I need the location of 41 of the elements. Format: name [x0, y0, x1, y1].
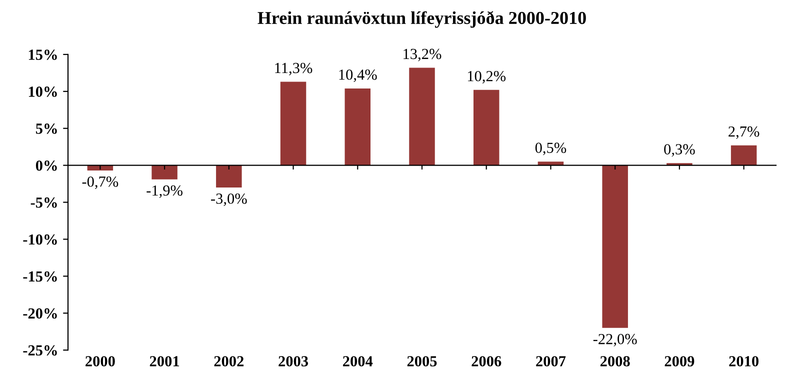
data-label: -22,0%	[593, 334, 637, 346]
data-label: 10,4%	[339, 69, 377, 82]
y-tick-label: -10%	[23, 234, 57, 245]
x-tick-label: 2008	[600, 356, 630, 366]
x-tick-label: 2009	[664, 356, 694, 366]
x-tick-label: 2006	[472, 356, 502, 366]
y-tick-label: -15%	[23, 271, 57, 282]
bar	[602, 165, 628, 328]
bar	[473, 90, 500, 166]
x-tick-label: 2005	[407, 356, 437, 366]
data-label: -3,0%	[211, 193, 247, 206]
y-tick-label: 15%	[28, 50, 57, 60]
bar	[280, 82, 306, 166]
bar	[344, 88, 371, 166]
bar	[730, 145, 757, 166]
data-label: 10,2%	[468, 70, 506, 84]
x-tick-label: 2001	[150, 356, 180, 366]
data-label: -0,7%	[82, 176, 118, 190]
data-label: 13,2%	[404, 48, 442, 62]
x-tick-label: 2010	[729, 356, 759, 366]
y-tick-label: -20%	[23, 308, 57, 319]
y-tick-label: 5%	[36, 124, 57, 134]
data-label: -1,9%	[146, 185, 182, 198]
bar	[152, 165, 178, 180]
x-tick-label: 2004	[343, 356, 373, 366]
x-tick-label: 2003	[278, 356, 308, 366]
y-tick-label: -25%	[23, 345, 57, 356]
data-label: 0,3%	[664, 144, 695, 157]
y-tick-label: 0%	[36, 160, 57, 171]
x-tick-label: 2002	[214, 356, 244, 366]
bar	[409, 68, 435, 166]
y-tick-label: 10%	[28, 86, 57, 97]
data-label: 2,7%	[728, 126, 760, 139]
x-tick-label: 2000	[86, 356, 115, 366]
bar	[216, 165, 242, 188]
bar	[538, 162, 564, 166]
y-tick-label: -5%	[30, 197, 57, 208]
x-tick-label: 2007	[536, 356, 566, 366]
chart-title: Hrein raunávöxtun lífeyrissjóða 2000-2010	[258, 11, 586, 28]
data-label: 11,3%	[275, 62, 312, 76]
data-label: 0,5%	[535, 142, 566, 156]
